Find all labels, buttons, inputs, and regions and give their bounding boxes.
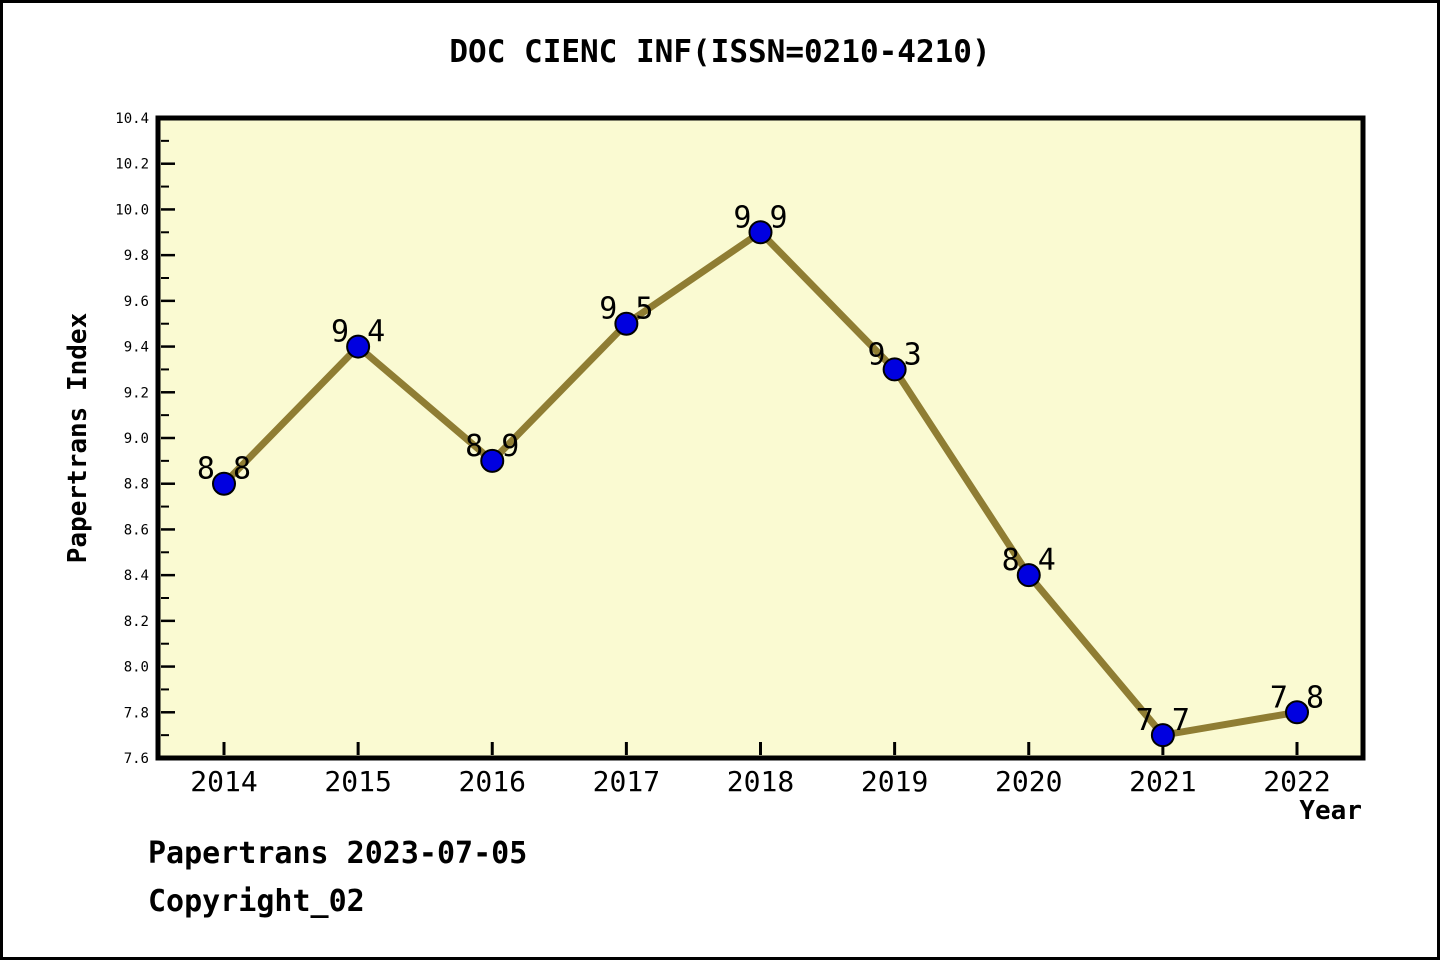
data-point-marker [1285,700,1309,725]
x-tick-label: 2022 [1263,765,1330,798]
x-tick-label: 2015 [324,765,391,798]
y-tick-label: 10.2 [115,157,149,173]
y-tick-label: 7.6 [124,751,149,767]
y-tick-label: 9.2 [124,385,149,401]
data-point-marker [614,311,639,336]
x-tick-label: 2017 [593,765,660,798]
data-point-marker [1150,723,1175,748]
y-tick-label: 9.8 [124,248,149,264]
y-tick-label: 8.2 [124,614,149,630]
y-tick-label: 8.0 [124,660,149,676]
x-tick-label: 2020 [995,765,1062,798]
y-tick-label: 10.4 [115,111,149,127]
y-tick-label: 8.8 [124,477,149,493]
data-point-marker [1016,563,1041,588]
data-point-marker [748,220,773,245]
x-tick-label: 2021 [1129,765,1196,798]
x-axis-title: Year [1299,796,1362,826]
y-tick-label: 8.4 [124,568,149,584]
y-tick-label: 10.0 [115,202,149,218]
x-tick-label: 2019 [861,765,928,798]
y-tick-label: 9.0 [124,431,149,447]
y-tick-label: 7.8 [124,705,149,721]
data-point-marker [212,471,236,496]
x-tick-label: 2018 [727,765,794,798]
data-point-marker [346,334,371,359]
y-tick-label: 8.6 [124,522,149,538]
y-tick-label: 9.6 [124,294,149,310]
x-tick-label: 2014 [190,765,257,798]
footer-copyright: Copyright_02 [148,884,365,919]
y-tick-label: 9.4 [124,340,149,356]
data-point-marker [882,357,907,382]
footer-date: Papertrans 2023-07-05 [148,836,528,871]
data-point-marker [480,448,505,473]
chart-title: DOC CIENC INF(ISSN=0210-4210) [449,34,991,70]
x-tick-label: 2016 [459,765,526,798]
